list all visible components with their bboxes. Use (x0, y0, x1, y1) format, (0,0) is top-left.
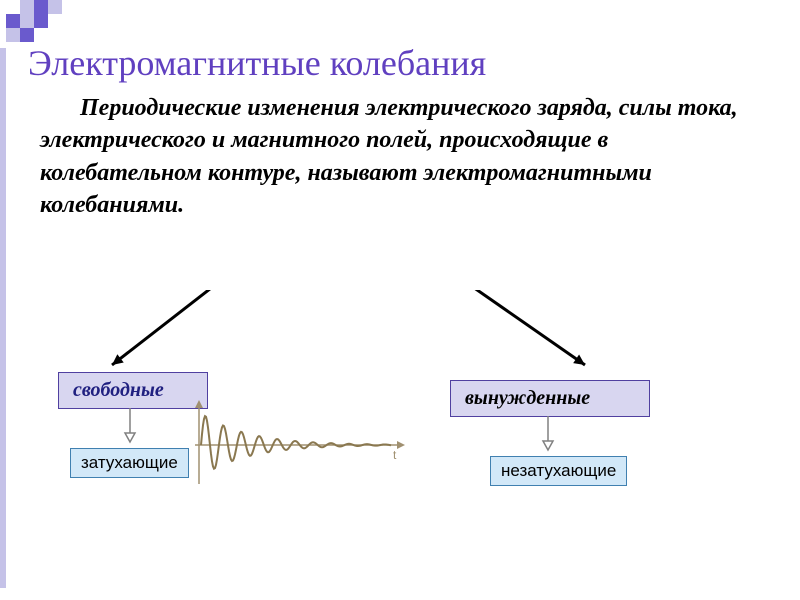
title-text: Электромагнитные колебания (28, 43, 486, 83)
category-box-free: свободные (58, 372, 208, 409)
category-label-forced: вынужденные (465, 387, 590, 409)
category-box-forced: вынужденные (450, 380, 650, 417)
arrow-to-damped (110, 408, 150, 452)
category-label-free: свободные (73, 379, 164, 401)
definition-paragraph: Периодические изменения электрического з… (40, 92, 760, 222)
svg-text:t: t (393, 448, 397, 462)
subcategory-label-undamped: незатухающие (501, 461, 616, 480)
classification-diagram: свободные вынужденные затухающие незатух… (0, 290, 800, 590)
subcategory-box-undamped: незатухающие (490, 456, 627, 486)
damped-wave-chart: t (195, 400, 405, 490)
subcategory-label-damped: затухающие (81, 453, 178, 472)
page-title: Электромагнитные колебания (28, 42, 486, 84)
subcategory-box-damped: затухающие (70, 448, 189, 478)
arrow-to-undamped (528, 416, 568, 460)
definition-text: Периодические изменения электрического з… (40, 95, 738, 218)
